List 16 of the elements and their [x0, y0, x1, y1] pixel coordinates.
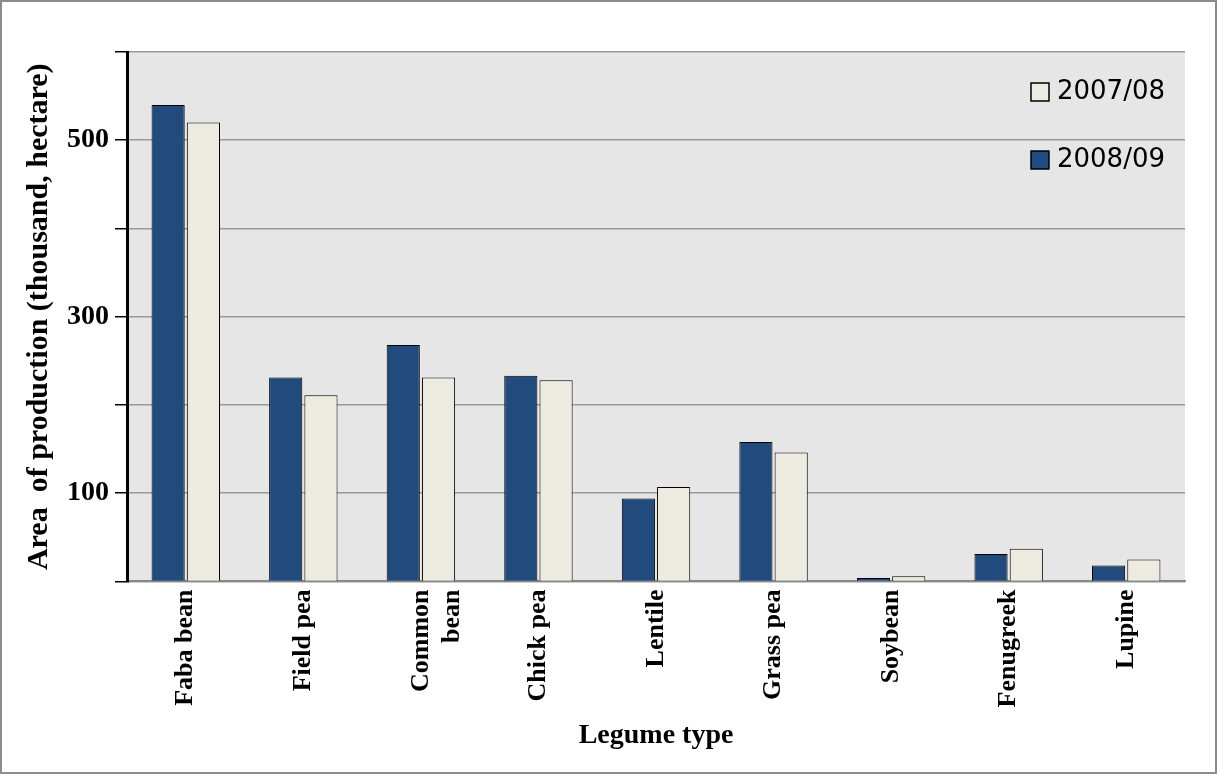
legend-label: 2007/08: [1056, 74, 1165, 105]
y-tick-label: 500: [67, 122, 109, 154]
x-tick-label: Field pea: [287, 589, 317, 692]
x-tick-label: Soybean: [874, 588, 904, 684]
x-tick-label: Common bean: [404, 588, 465, 693]
x-tick-label: Chick pea: [522, 589, 552, 702]
x-tick-label: Grass pea: [757, 589, 787, 700]
legend-label: 2008/09: [1056, 142, 1165, 173]
y-tick-label: 300: [67, 298, 109, 330]
y-tick-label: 100: [67, 475, 109, 507]
y-axis-title: Area of production (thousand, hectare): [19, 63, 54, 571]
x-axis-title: Legume type: [578, 718, 734, 750]
x-tick-label: Faba bean: [169, 588, 199, 706]
x-tick-label: Lentile: [639, 589, 669, 668]
x-tick-label: Lupine: [1109, 589, 1139, 669]
x-tick-label: Fenugreek: [992, 588, 1022, 708]
